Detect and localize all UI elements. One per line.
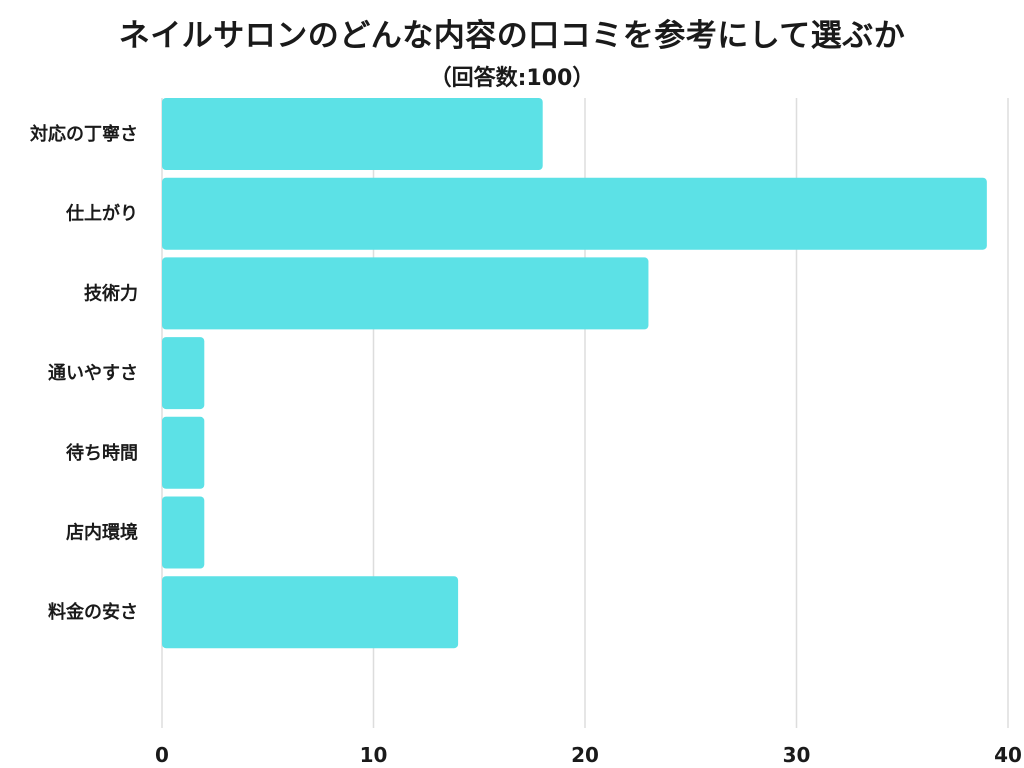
y-category-label: 店内環境 bbox=[66, 522, 138, 544]
chart-title: ネイルサロンのどんな内容の口コミを参考にして選ぶか bbox=[118, 18, 906, 54]
y-category-label: 対応の丁寧さ bbox=[29, 123, 138, 145]
y-category-label: 仕上がり bbox=[65, 203, 138, 225]
bar bbox=[162, 496, 205, 569]
tick-label-layer: 0 10 20 30 40 bbox=[155, 743, 1022, 767]
x-tick-label: 0 bbox=[155, 743, 169, 767]
x-tick-label: 40 bbox=[994, 743, 1022, 767]
bar bbox=[162, 177, 987, 250]
bar-layer bbox=[162, 98, 987, 649]
y-category-label: 待ち時間 bbox=[66, 442, 138, 464]
bar bbox=[162, 257, 649, 330]
bar bbox=[162, 576, 459, 649]
x-tick-label: 20 bbox=[571, 743, 599, 767]
chart-subtitle: （回答数:100） bbox=[429, 66, 595, 91]
y-category-label: 料金の安さ bbox=[48, 601, 138, 623]
bar bbox=[162, 337, 205, 410]
x-tick-label: 30 bbox=[783, 743, 811, 767]
bar bbox=[162, 98, 543, 170]
y-category-label: 通いやすさ bbox=[48, 363, 138, 384]
y-category-label: 技術力 bbox=[84, 282, 138, 304]
x-tick-label: 10 bbox=[360, 743, 388, 767]
bar bbox=[162, 416, 205, 489]
